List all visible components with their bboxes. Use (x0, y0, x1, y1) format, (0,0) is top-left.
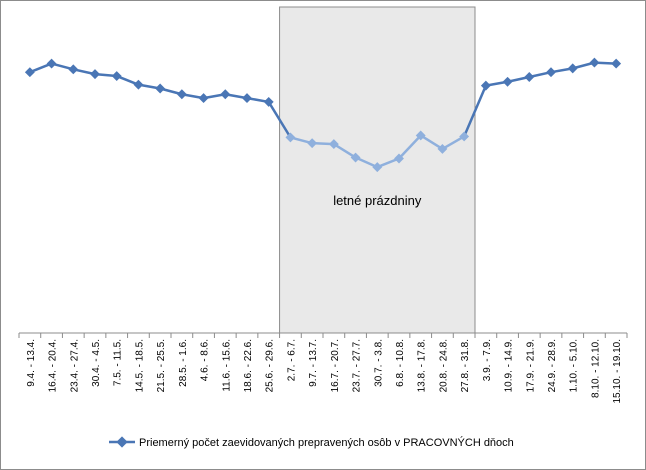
x-tick-label: 18.6. - 22.6. (243, 339, 254, 392)
data-point (307, 138, 318, 149)
x-tick-label: 17.9. - 21.9. (525, 339, 536, 392)
data-point (24, 67, 35, 78)
x-tick-label: 15.10. - 19.10. (612, 339, 623, 404)
data-point (415, 130, 426, 141)
x-tick-labels: 9.4. - 13.4. 16.4. - 20.4. 23.4. - 27.4. 30… (26, 339, 623, 404)
x-tick-label: 28.5. - 1.6. (178, 339, 189, 387)
x-tick-label: 13.8. - 17.8. (417, 339, 428, 392)
series-segment (441, 135, 466, 151)
data-point (524, 72, 535, 82)
x-tick-label: 27.8. - 31.8. (460, 339, 471, 392)
data-point (176, 89, 187, 100)
x-tick-label: 6.8. - 10.8. (395, 339, 406, 387)
data-point (611, 58, 622, 69)
x-tick-label: 11.6. - 15.6. (221, 339, 232, 392)
x-tick-label: 7.5. - 11.5. (113, 339, 124, 386)
legend: Priemerný počet zaevidovaných prepravený… (109, 436, 514, 449)
data-point (328, 139, 339, 150)
x-tick-label: 16.7. - 20.7. (330, 339, 341, 392)
x-ticks (18, 333, 628, 338)
data-point (68, 64, 79, 75)
x-tick-label: 10.9. - 14.9. (504, 339, 515, 392)
x-tick-label: 23.4. - 27.4. (69, 339, 80, 392)
x-tick-label: 30.4. - 4.5. (91, 339, 102, 387)
data-point (480, 80, 491, 91)
x-tick-label: 30.7. - 3.8. (373, 339, 384, 387)
series-segment (354, 156, 379, 169)
series-points (24, 57, 622, 173)
x-tick-label: 9.7. - 13.7. (308, 339, 319, 387)
data-point (437, 143, 448, 154)
x-tick-label: 20.8. - 24.8. (438, 339, 449, 392)
data-point (350, 152, 361, 163)
data-point (459, 131, 470, 142)
x-tick-label: 8.10. - 12.10. (590, 339, 601, 398)
data-point (111, 71, 122, 81)
data-point (502, 76, 513, 87)
series-segment (115, 74, 140, 86)
data-point (285, 132, 296, 143)
x-tick-label: 3.9. - 7.9. (482, 339, 493, 381)
x-tick-label: 21.5. - 25.5. (156, 339, 167, 392)
x-tick-label: 24.9. - 28.9. (547, 339, 558, 392)
data-point (220, 89, 231, 100)
series-segment (462, 84, 488, 138)
data-point (155, 83, 166, 94)
series-segment (267, 100, 292, 139)
series-segment (397, 134, 422, 160)
x-tick-label: 25.6. - 29.6. (265, 339, 276, 392)
series-segment (28, 62, 53, 74)
x-tick-label: 14.5. - 18.5. (134, 339, 145, 392)
series-segment (332, 142, 357, 159)
x-tick-label: 4.6. - 8.6. (200, 339, 211, 381)
legend-marker (116, 436, 128, 448)
series-segment (419, 134, 444, 151)
data-point (394, 153, 404, 164)
x-tick-label: 1.10. - 5.10. (569, 339, 580, 392)
x-tick-label: 16.4. - 20.4. (48, 339, 59, 392)
x-tick-label: 9.4. - 13.4. (26, 339, 37, 387)
x-tick-label: 2.7. - 6.7. (286, 339, 297, 381)
data-point (90, 69, 100, 80)
series-segment (376, 157, 401, 169)
legend-label: Priemerný počet zaevidovaných prepravený… (139, 436, 514, 449)
data-point (242, 93, 252, 104)
data-point (546, 67, 556, 78)
data-point (372, 162, 383, 173)
data-point (198, 93, 209, 104)
data-point (567, 63, 578, 74)
data-point (46, 58, 57, 69)
data-point (589, 57, 600, 68)
data-point (133, 79, 144, 90)
vacation-label: letné prázdniny (333, 193, 422, 208)
x-tick-label: 23.7. - 27.7. (352, 339, 363, 392)
